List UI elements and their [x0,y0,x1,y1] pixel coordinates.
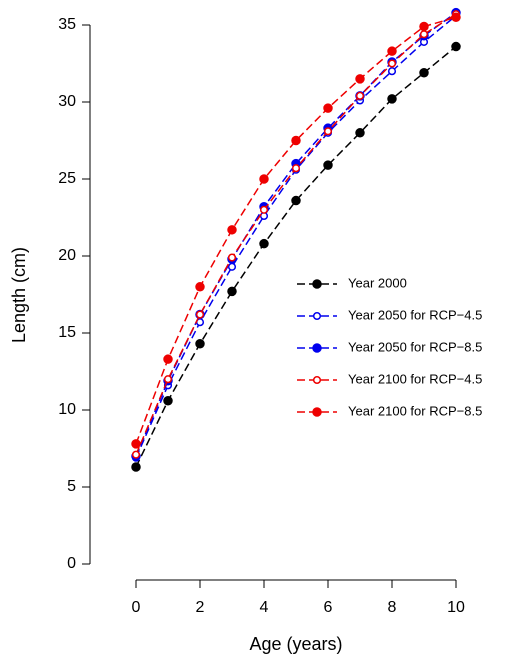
point [323,127,333,136]
point [291,164,301,173]
point [387,59,397,68]
point [387,46,397,56]
series-line [135,13,457,455]
point [419,67,429,78]
x-tick-label: 6 [324,599,333,616]
y-tick-label: 20 [58,247,76,264]
legend-label: Year 2100 for RCP−4.5 [348,371,482,386]
x-tick-label: 2 [196,599,205,616]
point [131,439,141,449]
point [195,339,205,349]
point [291,135,301,146]
point [163,375,173,384]
point [355,128,365,138]
point [227,225,237,235]
point [323,160,333,170]
point [419,21,429,32]
y-tick-label: 35 [58,16,76,33]
legend-label: Year 2000 [348,275,407,290]
point [227,253,237,262]
point [291,195,301,206]
point [355,74,365,84]
legend-marker [312,407,322,417]
y-tick-label: 0 [67,555,76,572]
legend-label: Year 2100 for RCP−8.5 [348,403,482,418]
legend-marker [312,279,322,289]
point [163,354,173,364]
point [259,205,269,214]
x-tick-label: 0 [132,599,141,616]
point [195,282,205,292]
point [419,30,429,39]
point [355,91,365,100]
legend-marker [312,311,322,321]
point [227,262,237,271]
point [131,450,141,459]
y-tick-label: 10 [58,401,76,418]
legend-marker [312,375,322,385]
y-tick-label: 25 [58,170,76,187]
point [259,174,269,184]
y-tick-label: 30 [58,93,76,110]
point [323,103,333,113]
y-tick-label: 5 [67,478,76,495]
point [451,12,461,23]
legend-label: Year 2050 for RCP−4.5 [348,307,482,322]
y-tick-label: 15 [58,324,76,341]
x-tick-label: 4 [260,599,269,616]
x-tick-label: 8 [388,599,397,616]
series-line [135,15,457,459]
point [163,396,173,406]
point [387,94,397,104]
x-axis-label: Age (years) [249,634,342,654]
y-axis-label: Length (cm) [9,247,29,343]
legend-label: Year 2050 for RCP−8.5 [348,339,482,354]
series-line [135,12,457,457]
point [131,462,141,472]
point [451,41,461,52]
point [259,238,269,249]
point [195,310,205,319]
x-tick-label: 10 [447,599,465,616]
point [227,286,237,297]
point [387,67,397,76]
legend-marker [312,343,322,353]
legend: Year 2000 Year 2050 for RCP−4.5 Year 2050 … [297,275,482,418]
